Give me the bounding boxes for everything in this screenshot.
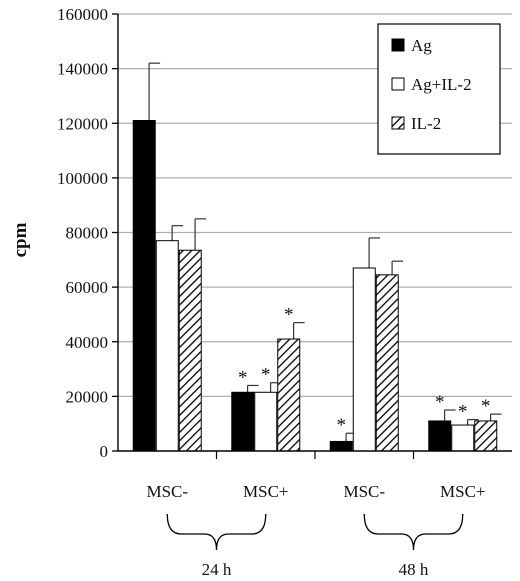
- x-tick-label: MSC+: [243, 482, 289, 501]
- legend-swatch: [391, 38, 405, 52]
- x-tick-label: MSC-: [343, 482, 385, 501]
- bar: [277, 338, 301, 452]
- significance-mark: *: [337, 415, 347, 436]
- bar: [329, 440, 353, 452]
- bar: [375, 274, 399, 452]
- significance-mark: *: [284, 305, 294, 326]
- group-bracket: [363, 513, 464, 551]
- x-tick-label: MSC-: [146, 482, 188, 501]
- y-tick-label: 20000: [66, 387, 109, 406]
- group-label: 48 h: [399, 560, 429, 579]
- significance-mark: *: [458, 402, 468, 423]
- y-tick-label: 0: [100, 442, 109, 461]
- bar: [428, 420, 452, 452]
- bar: [155, 240, 179, 452]
- legend-label: Ag+IL-2: [411, 75, 472, 94]
- y-tick-label: 140000: [57, 60, 108, 79]
- y-tick-label: 160000: [57, 5, 108, 24]
- bar: [451, 424, 475, 452]
- group-label: 24 h: [202, 560, 232, 579]
- y-tick-label: 40000: [66, 333, 109, 352]
- axes: 0 20000 40000 60000 80000 100000 120000 140000 1…: [57, 5, 512, 501]
- significance-mark: *: [481, 396, 491, 417]
- legend-label: IL-2: [411, 114, 441, 133]
- bar: [352, 267, 376, 452]
- y-tick-label: 80000: [66, 224, 109, 243]
- legend-swatch: [391, 77, 405, 91]
- y-tick-label: 60000: [66, 278, 109, 297]
- legend: Ag Ag+IL-2 IL-2: [377, 23, 501, 155]
- bar: [254, 391, 278, 452]
- legend-label: Ag: [411, 36, 432, 55]
- legend-swatch: [391, 116, 405, 130]
- group-brackets: 24 h 48 h: [166, 513, 464, 579]
- significance-mark: *: [261, 365, 271, 386]
- bar: [474, 420, 498, 452]
- bar: [178, 249, 202, 452]
- bar: [231, 391, 255, 452]
- y-tick-label: 120000: [57, 114, 108, 133]
- y-tick-label: 100000: [57, 169, 108, 188]
- significance-mark: *: [435, 392, 445, 413]
- bar: [132, 120, 156, 452]
- x-tick-label: MSC+: [440, 482, 486, 501]
- group-bracket: [166, 513, 267, 551]
- significance-mark: *: [238, 367, 248, 388]
- y-axis-label: cpm: [10, 222, 31, 257]
